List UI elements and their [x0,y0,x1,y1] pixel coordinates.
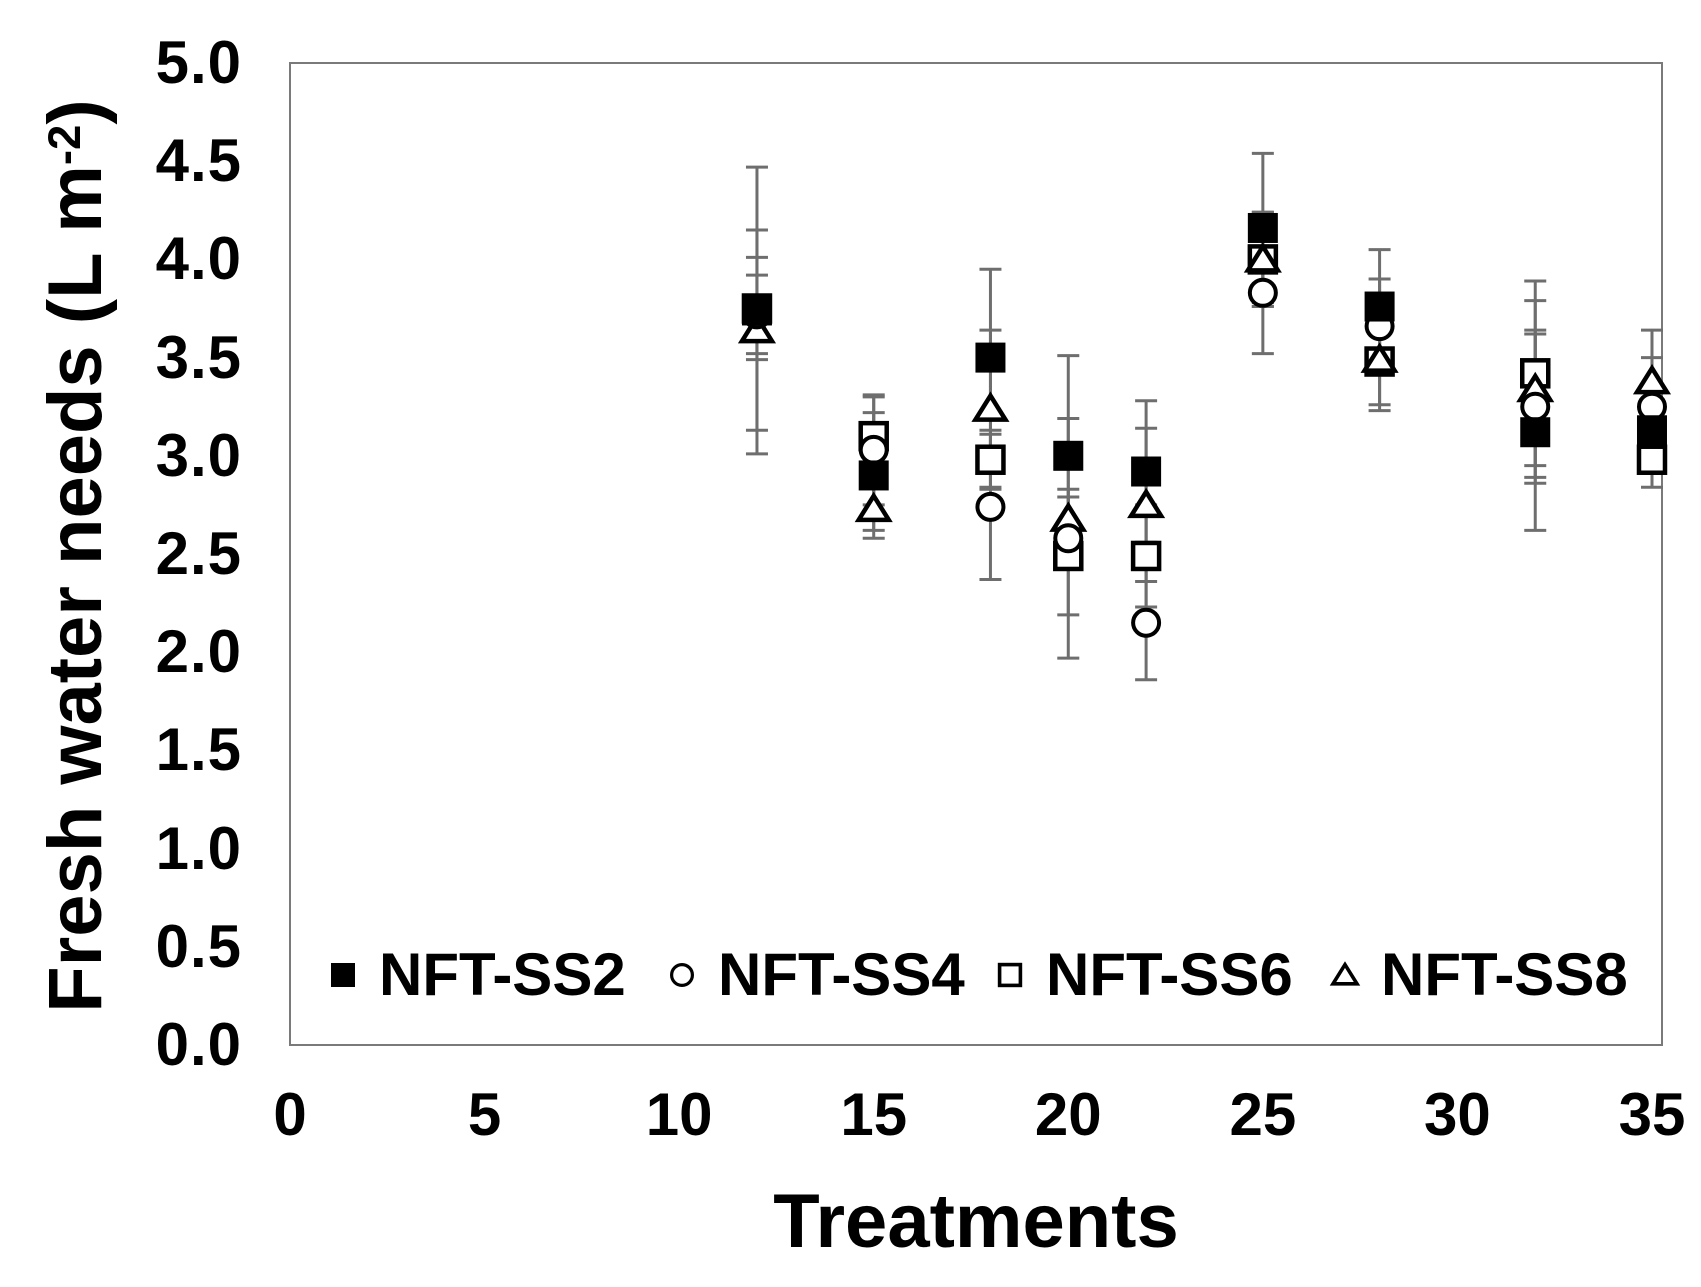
data-point-nft-ss6 [1636,444,1668,475]
legend-label: NFT-SS8 [1381,941,1628,1008]
y-tick-label: 0.5 [155,912,242,980]
y-tick-label: 1.5 [155,716,242,784]
x-tick-label: 0 [273,1081,307,1148]
y-tick-label: 5.0 [155,29,242,96]
legend-label: NFT-SS4 [718,941,965,1008]
data-point-nft-ss6 [975,444,1006,475]
x-axis-title: Treatments [773,1179,1179,1264]
data-point-nft-ss8 [1243,242,1282,273]
data-point-nft-ss4 [858,434,889,465]
y-tick-label: 3.5 [155,323,242,391]
data-point-nft-ss4 [1520,391,1551,422]
data-point-nft-ss8 [971,391,1010,422]
data-point-nft-ss6 [1130,540,1162,572]
open-triangle-icon [1329,961,1361,986]
y-tick-label: 1.0 [155,814,242,882]
open-square-icon [997,962,1023,988]
legend-item-nft-ss2: NFT-SS2 [323,938,626,1012]
data-point-nft-ss8 [854,491,893,523]
legend-label: NFT-SS2 [379,941,626,1008]
data-point-nft-ss4 [1247,277,1278,308]
y-tick-label: 0.0 [155,1011,242,1078]
y-axis-title-text: Fresh water needs (L m [33,165,118,1013]
x-tick-label: 20 [1034,1081,1102,1148]
data-point-nft-ss2 [975,342,1006,373]
y-axis-title-superscript: -2 [39,124,91,166]
filled-square-icon [331,963,355,987]
data-point-nft-ss2 [1053,440,1084,471]
y-tick-label: 3.0 [155,421,242,489]
data-point-nft-ss2 [858,460,889,491]
x-tick-label: 10 [645,1081,713,1148]
x-tick-label: 25 [1229,1081,1297,1148]
legend-item-nft-ss4: NFT-SS4 [662,938,965,1012]
x-tick-label: 35 [1618,1081,1686,1148]
legend-label: NFT-SS6 [1046,941,1293,1008]
data-point-nft-ss8 [1360,342,1399,373]
open-circle-icon [670,963,694,987]
x-tick-label: 5 [467,1081,502,1148]
data-point-nft-ss2 [741,295,772,326]
data-point-nft-ss8 [1127,487,1166,519]
y-tick-label: 4.0 [155,225,242,293]
plot-border [289,62,1663,1046]
data-point-nft-ss2 [1247,212,1278,243]
data-point-nft-ss4 [1053,523,1084,554]
y-tick-label: 4.5 [155,127,242,195]
x-tick-label: 30 [1424,1081,1491,1148]
y-tick-label: 2.0 [155,618,242,686]
data-point-nft-ss2 [1636,415,1667,446]
y-tick-label: 2.5 [155,520,242,587]
x-tick-label: 15 [840,1081,908,1148]
data-point-nft-ss4 [975,491,1006,522]
data-point-nft-ss4 [1131,607,1162,638]
data-point-nft-ss2 [1364,291,1395,322]
data-point-nft-ss2 [1131,456,1162,487]
legend-item-nft-ss6: NFT-SS6 [990,938,1293,1012]
y-axis-title-suffix: ) [33,99,118,125]
legend-item-nft-ss8: NFT-SS8 [1325,938,1628,1012]
data-point-nft-ss2 [1520,417,1551,448]
markers-layer [737,212,1672,638]
y-axis-title: Fresh water needs (L m-2) [32,56,118,1056]
